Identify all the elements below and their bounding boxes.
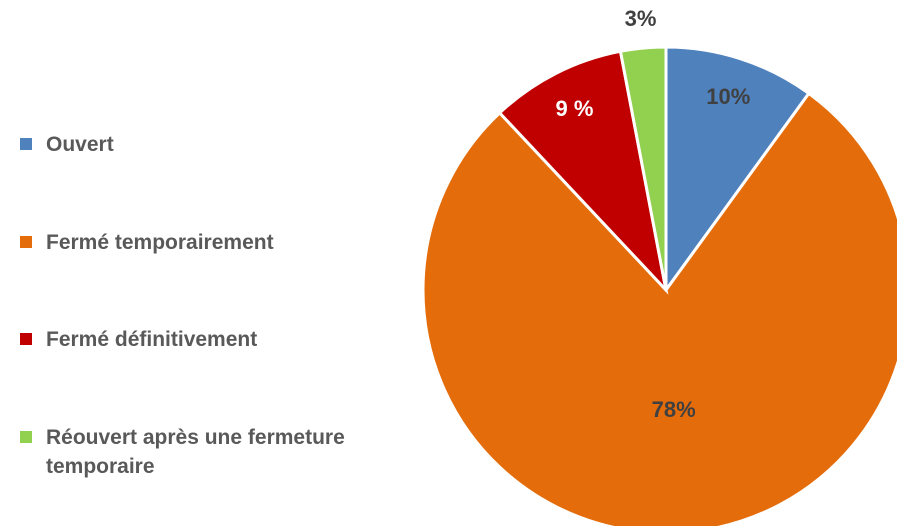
data-label: 10% <box>706 84 750 109</box>
data-label: 78% <box>652 397 696 422</box>
legend-swatch <box>20 333 32 345</box>
legend-label: Réouvert après une fermeture temporaire <box>46 426 345 478</box>
pie-slice <box>664 45 811 295</box>
pie-slice <box>497 49 669 295</box>
data-label: 3% <box>625 6 657 31</box>
legend-label: Fermé temporairement <box>46 231 274 254</box>
legend-swatch <box>20 138 32 150</box>
data-label: 9 % <box>555 96 593 121</box>
legend-label: Ouvert <box>46 133 114 156</box>
legend-item: Fermé définitivement <box>20 325 360 354</box>
legend-item: Fermé temporairement <box>20 228 360 257</box>
legend-item: Ouvert <box>20 130 360 159</box>
legend-swatch <box>20 431 32 443</box>
pie-slice <box>618 45 668 291</box>
pie-slice <box>421 91 897 526</box>
legend-swatch <box>20 236 32 248</box>
legend-item: Réouvert après une fermeture temporaire <box>20 423 360 481</box>
legend-label: Fermé définitivement <box>46 328 258 351</box>
